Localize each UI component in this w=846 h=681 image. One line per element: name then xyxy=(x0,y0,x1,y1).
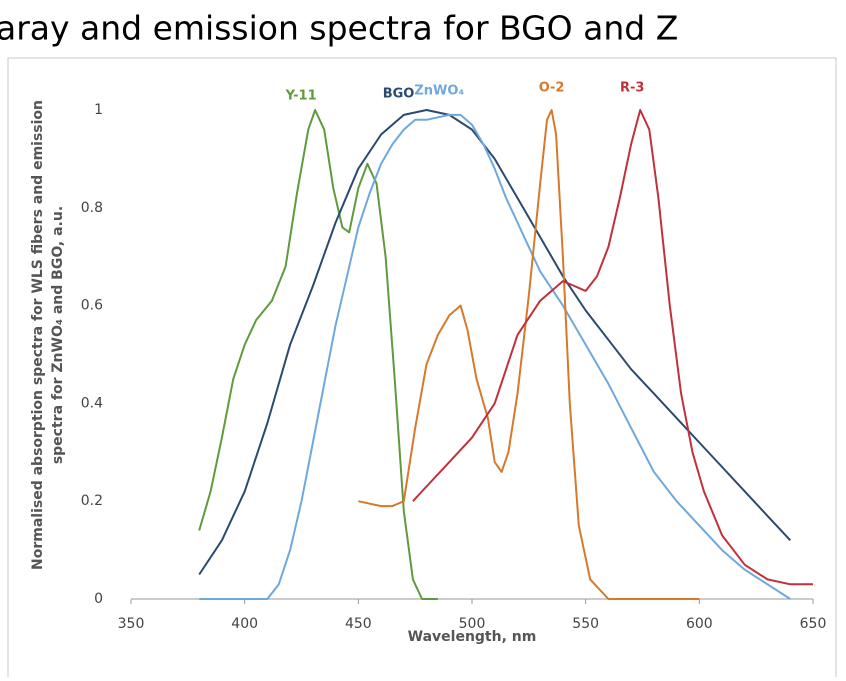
series-label: Y-11 xyxy=(285,89,317,104)
series-line xyxy=(358,109,700,600)
x-tick-label: 500 xyxy=(459,616,486,632)
x-tick-label: 350 xyxy=(118,616,145,632)
series-label: R-3 xyxy=(620,81,644,96)
x-tick-label: 600 xyxy=(686,616,713,632)
series-line xyxy=(412,109,813,586)
series-line xyxy=(198,109,438,600)
y-tick-label: 1 xyxy=(94,102,103,118)
series-label: O-2 xyxy=(539,81,565,96)
x-tick-label: 550 xyxy=(572,616,599,632)
series-line xyxy=(199,113,791,600)
figure-frame xyxy=(7,57,837,681)
y-tick-label: 0.6 xyxy=(81,298,103,314)
x-tick-label: 650 xyxy=(800,616,827,632)
x-tick-label: 400 xyxy=(231,616,258,632)
series-label: BGO xyxy=(383,87,415,102)
y-axis-label: Normalised absorption spectra for WLS fi… xyxy=(30,100,66,570)
x-axis-label: Wavelength, nm xyxy=(408,629,537,645)
y-axis-label-line: Normalised absorption spectra for WLS fi… xyxy=(30,100,46,570)
y-axis-label-line: spectra for ZnWO₄ and BGO, a.u. xyxy=(50,206,66,464)
y-tick-label: 0 xyxy=(94,591,103,607)
y-tick-label: 0.2 xyxy=(81,493,103,509)
x-tick-label: 450 xyxy=(345,616,372,632)
chart-title: aray and emission spectra for BGO and Z xyxy=(0,9,678,48)
series-line xyxy=(198,109,792,576)
y-tick-label: 0.8 xyxy=(81,200,103,216)
series-label: ZnWO₄ xyxy=(414,83,464,98)
y-tick-label: 0.4 xyxy=(81,395,103,411)
